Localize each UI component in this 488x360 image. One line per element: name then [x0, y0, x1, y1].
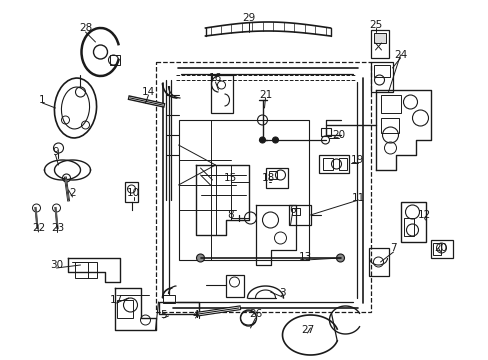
Text: 22: 22 [32, 223, 45, 233]
Text: 19: 19 [350, 155, 364, 165]
Text: 11: 11 [351, 193, 365, 203]
Text: 28: 28 [79, 23, 92, 33]
Text: 16: 16 [208, 73, 222, 83]
Text: 27: 27 [300, 325, 313, 335]
Circle shape [272, 137, 278, 143]
Text: 20: 20 [331, 130, 345, 140]
Circle shape [196, 254, 204, 262]
Bar [288, 205, 310, 225]
Bar [158, 302, 198, 314]
Text: 8: 8 [227, 210, 233, 220]
Text: 6: 6 [288, 205, 295, 215]
Bar [155, 62, 370, 312]
Text: 17: 17 [110, 295, 123, 305]
Text: 24: 24 [393, 50, 407, 60]
Circle shape [336, 254, 344, 262]
Bar [370, 62, 392, 92]
Bar [110, 55, 120, 65]
Text: 14: 14 [142, 87, 155, 97]
Text: 21: 21 [258, 90, 271, 100]
Text: 5: 5 [160, 310, 166, 320]
Bar [368, 248, 387, 276]
Bar [318, 155, 348, 173]
Bar [373, 65, 389, 77]
Text: 7: 7 [389, 243, 396, 253]
Bar [117, 300, 132, 318]
Bar [268, 171, 276, 179]
Bar [125, 182, 137, 202]
Bar [400, 202, 425, 242]
Text: 12: 12 [417, 210, 430, 220]
Bar [75, 262, 97, 278]
Bar [370, 30, 387, 58]
Text: 1: 1 [39, 95, 46, 105]
Text: 3: 3 [279, 288, 285, 298]
Text: 20: 20 [433, 243, 446, 253]
Text: 26: 26 [248, 309, 262, 319]
Bar [429, 240, 451, 258]
Text: 4: 4 [192, 310, 199, 320]
Text: 10: 10 [127, 188, 140, 198]
Bar [380, 95, 400, 113]
Text: 29: 29 [242, 13, 255, 23]
Bar [178, 120, 308, 260]
Text: 13: 13 [298, 252, 311, 262]
Bar [265, 168, 287, 188]
Text: 23: 23 [51, 223, 64, 233]
Bar [291, 208, 299, 215]
Text: 30: 30 [50, 260, 63, 270]
Bar [380, 118, 398, 133]
Bar [210, 75, 232, 113]
Bar [373, 33, 385, 43]
Bar [338, 158, 346, 170]
Bar [403, 218, 413, 236]
Text: 18: 18 [262, 173, 275, 183]
Text: 2: 2 [69, 188, 76, 198]
Bar [162, 295, 174, 303]
Circle shape [259, 137, 265, 143]
Bar [322, 158, 332, 170]
Bar [225, 275, 243, 297]
Text: 9: 9 [52, 147, 59, 157]
Text: 15: 15 [224, 173, 237, 183]
Text: 25: 25 [368, 20, 381, 30]
Bar [320, 128, 330, 136]
Bar [431, 243, 440, 255]
